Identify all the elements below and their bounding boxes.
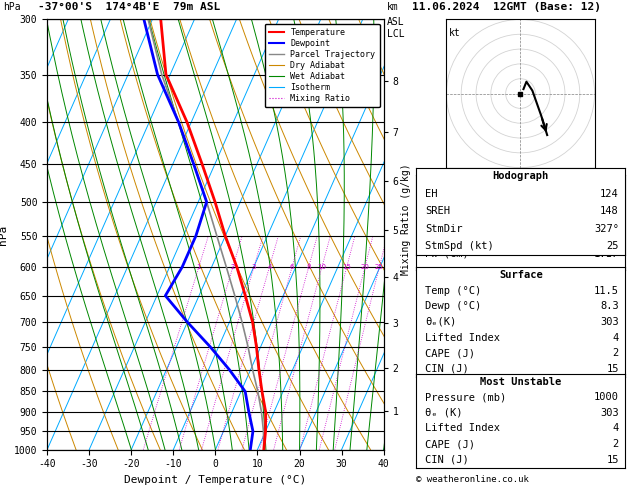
- Text: km: km: [387, 2, 399, 13]
- Text: CIN (J): CIN (J): [425, 455, 469, 465]
- Text: Totals Totals: Totals Totals: [425, 217, 506, 227]
- Text: Hodograph: Hodograph: [493, 172, 549, 181]
- Text: PW (cm): PW (cm): [425, 249, 469, 259]
- Text: kt: kt: [449, 28, 461, 38]
- Text: CIN (J): CIN (J): [425, 364, 469, 374]
- Text: 2: 2: [231, 264, 235, 270]
- Text: 303: 303: [600, 408, 619, 418]
- Text: 25: 25: [375, 264, 384, 270]
- Legend: Temperature, Dewpoint, Parcel Trajectory, Dry Adiabat, Wet Adiabat, Isotherm, Mi: Temperature, Dewpoint, Parcel Trajectory…: [265, 24, 379, 107]
- Text: CAPE (J): CAPE (J): [425, 348, 475, 358]
- Text: 4: 4: [613, 332, 619, 343]
- Text: 148: 148: [600, 207, 619, 216]
- Text: 48: 48: [606, 217, 619, 227]
- Text: 15: 15: [606, 455, 619, 465]
- Text: ASL: ASL: [387, 17, 404, 27]
- Text: 3: 3: [252, 264, 256, 270]
- Text: 11.06.2024  12GMT (Base: 12): 11.06.2024 12GMT (Base: 12): [412, 2, 601, 13]
- Text: LCL: LCL: [387, 29, 404, 39]
- Text: StmDir: StmDir: [425, 224, 462, 234]
- Text: -37°00'S  174°4B'E  79m ASL: -37°00'S 174°4B'E 79m ASL: [38, 2, 220, 13]
- Text: 4: 4: [267, 264, 272, 270]
- Text: StmSpd (kt): StmSpd (kt): [425, 242, 494, 251]
- Text: 2: 2: [613, 439, 619, 449]
- Text: 20: 20: [360, 264, 369, 270]
- Text: 124: 124: [600, 189, 619, 199]
- Text: 4: 4: [613, 423, 619, 434]
- Text: 15: 15: [606, 364, 619, 374]
- Text: SREH: SREH: [425, 207, 450, 216]
- X-axis label: Dewpoint / Temperature (°C): Dewpoint / Temperature (°C): [125, 475, 306, 485]
- Text: -4: -4: [606, 186, 619, 196]
- Text: Mixing Ratio (g/kg): Mixing Ratio (g/kg): [401, 163, 411, 275]
- Text: K: K: [425, 186, 431, 196]
- Text: 1: 1: [196, 264, 201, 270]
- Text: 8: 8: [306, 264, 311, 270]
- Text: hPa: hPa: [3, 2, 21, 13]
- Text: 1000: 1000: [594, 392, 619, 402]
- Text: 303: 303: [600, 317, 619, 327]
- Text: Pressure (mb): Pressure (mb): [425, 392, 506, 402]
- Text: Surface: Surface: [499, 270, 543, 280]
- Text: 8.3: 8.3: [600, 301, 619, 312]
- Text: EH: EH: [425, 189, 437, 199]
- Text: 1.17: 1.17: [594, 249, 619, 259]
- Text: 25: 25: [606, 242, 619, 251]
- Text: © weatheronline.co.uk: © weatheronline.co.uk: [416, 474, 529, 484]
- Text: Lifted Index: Lifted Index: [425, 332, 500, 343]
- Text: θₑ (K): θₑ (K): [425, 408, 462, 418]
- Text: Dewp (°C): Dewp (°C): [425, 301, 481, 312]
- Text: 11.5: 11.5: [594, 286, 619, 296]
- Text: 2: 2: [613, 348, 619, 358]
- Text: CAPE (J): CAPE (J): [425, 439, 475, 449]
- Text: 15: 15: [342, 264, 351, 270]
- Y-axis label: hPa: hPa: [0, 225, 8, 244]
- Text: 6: 6: [290, 264, 294, 270]
- Text: 327°: 327°: [594, 224, 619, 234]
- Text: Most Unstable: Most Unstable: [480, 377, 562, 386]
- Text: Temp (°C): Temp (°C): [425, 286, 481, 296]
- Text: θₑ(K): θₑ(K): [425, 317, 456, 327]
- Text: 10: 10: [318, 264, 326, 270]
- Text: Lifted Index: Lifted Index: [425, 423, 500, 434]
